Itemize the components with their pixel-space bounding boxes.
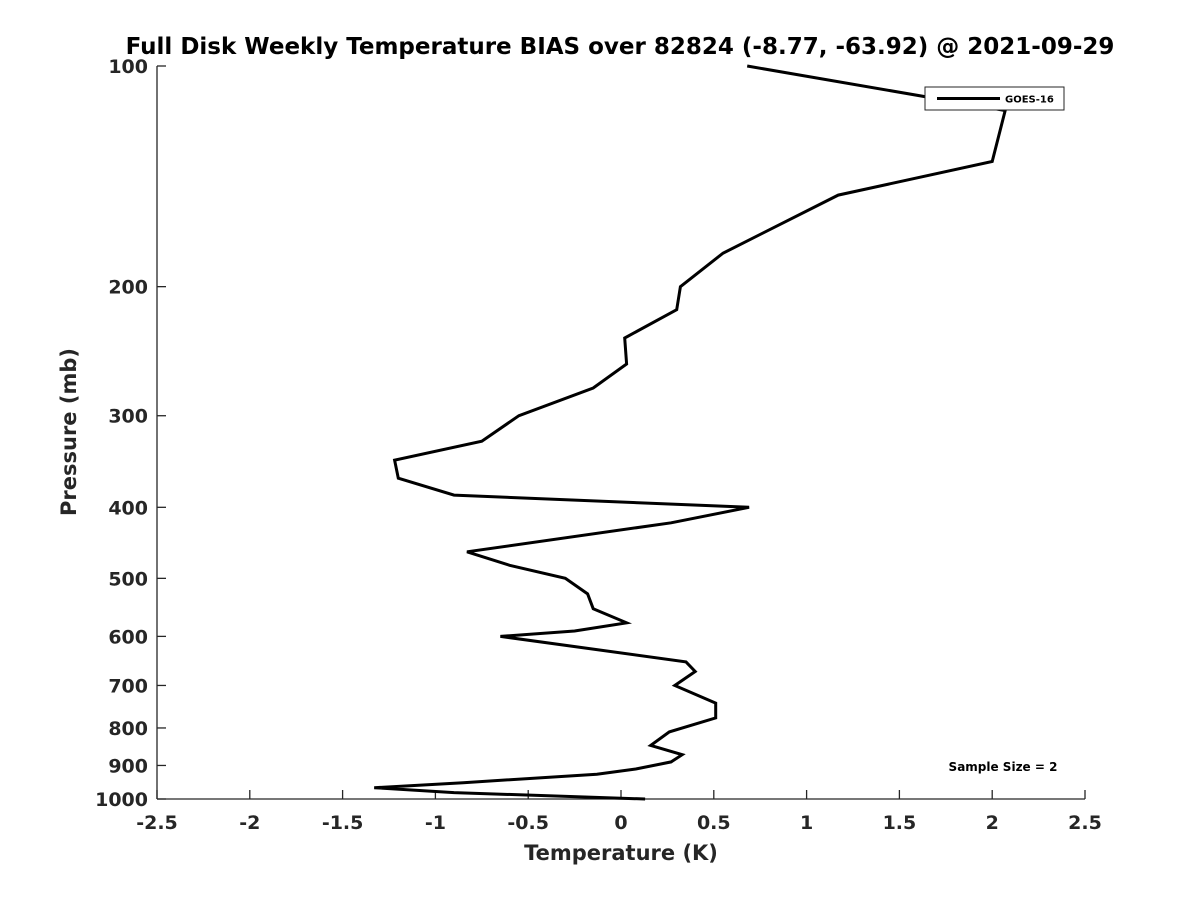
legend-label-goes-16: GOES-16 [1005, 95, 1054, 106]
y-tick-label: 800 [108, 718, 148, 740]
y-tick-label: 200 [108, 277, 148, 299]
series-layer [374, 64, 1008, 801]
x-ticks: -2.5 -2 -1.5 -1 -0.5 0 0.5 1 1.5 2 2.5 [136, 790, 1102, 834]
y-tick-label: 900 [108, 755, 148, 777]
y-tick-label: 1000 [95, 789, 148, 811]
y-tick-label: 700 [108, 675, 148, 697]
chart-title: Full Disk Weekly Temperature BIAS over 8… [126, 34, 1115, 60]
y-tick-label: 500 [108, 568, 148, 590]
series-line-goes-16 [374, 64, 1008, 801]
x-tick-label: 2 [986, 812, 999, 834]
x-tick-label: 2.5 [1068, 812, 1102, 834]
y-tick-label: 300 [108, 406, 148, 428]
x-tick-label: -0.5 [507, 812, 549, 834]
x-tick-label: 0.5 [697, 812, 731, 834]
x-tick-label: -2.5 [136, 812, 178, 834]
y-tick-label: 100 [108, 56, 148, 78]
x-tick-label: -1 [425, 812, 446, 834]
x-tick-label: 1.5 [883, 812, 917, 834]
x-axis-label: Temperature (K) [524, 841, 718, 865]
y-axis-label: Pressure (mb) [57, 348, 81, 516]
x-tick-label: 0 [614, 812, 627, 834]
x-tick-label: 1 [800, 812, 813, 834]
y-tick-label: 600 [108, 626, 148, 648]
x-tick-label: -2 [239, 812, 260, 834]
y-tick-label: 400 [108, 497, 148, 519]
sample-size-annotation: Sample Size = 2 [949, 760, 1058, 774]
legend: GOES-16 [924, 86, 1065, 111]
x-tick-label: -1.5 [322, 812, 364, 834]
y-ticks: 100 200 300 400 500 600 700 800 900 1000 [95, 56, 166, 811]
